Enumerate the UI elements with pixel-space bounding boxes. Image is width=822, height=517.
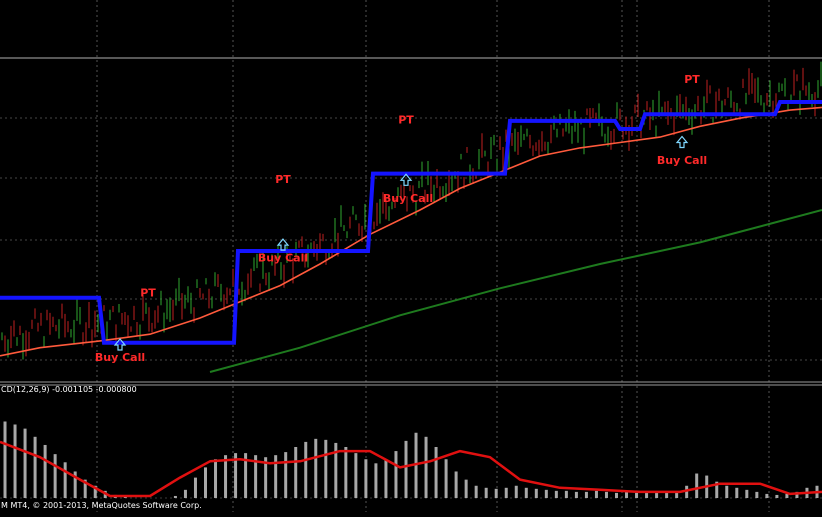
profit-target-label: PT xyxy=(275,173,291,186)
signal-annotations: Buy Call PT Buy Call PT Buy Call PT Buy Call PT xyxy=(95,73,707,364)
fast-moving-average-line xyxy=(0,106,822,357)
macd-indicator-label: CD(12,26,9) -0.001105 -0.000800 xyxy=(1,385,137,394)
profit-target-label: PT xyxy=(140,286,156,299)
macd-panel xyxy=(0,421,822,498)
trend-step-line xyxy=(0,100,822,345)
buy-call-label: Buy Call xyxy=(95,351,145,364)
buy-arrow-icon xyxy=(276,238,290,251)
buy-call-label: Buy Call xyxy=(258,251,308,264)
buy-call-label: Buy Call xyxy=(383,192,433,205)
buy-call-label: Buy Call xyxy=(657,154,707,167)
price-lines xyxy=(0,100,822,373)
candlesticks xyxy=(1,61,822,360)
profit-target-label: PT xyxy=(684,73,700,86)
buy-arrow-icon xyxy=(675,135,689,149)
buy-arrow-icon xyxy=(399,173,413,186)
buy-arrow-icon xyxy=(113,338,127,351)
macd-signal-line xyxy=(0,440,822,498)
copyright-text: M MT4, © 2001-2013, MetaQuotes Software … xyxy=(1,501,202,510)
profit-target-label: PT xyxy=(398,114,414,127)
slow-moving-average-line xyxy=(209,209,822,373)
